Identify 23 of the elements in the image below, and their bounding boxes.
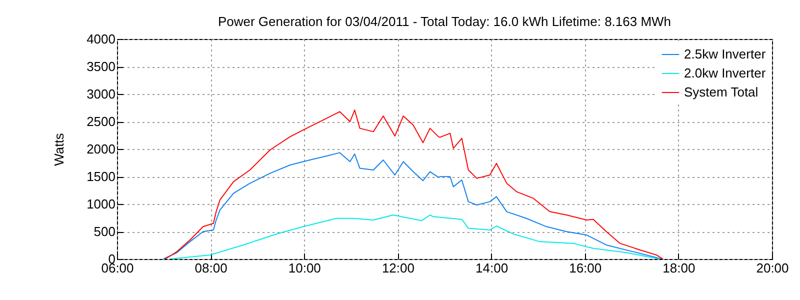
legend-label: 2.5kw Inverter — [684, 46, 766, 62]
legend-label: System Total — [684, 84, 758, 100]
y-tick-label: 1000 — [86, 196, 116, 212]
x-tick-label: 10:00 — [288, 260, 321, 276]
x-tick-label: 18:00 — [662, 260, 696, 276]
x-tick-label: 20:00 — [756, 260, 789, 276]
x-tick-label: 08:00 — [194, 260, 228, 276]
y-axis-title: Watts — [52, 132, 67, 166]
y-tick-label: 2000 — [86, 142, 116, 156]
chart-title: Power Generation for 03/04/2011 - Total Today: 16.0 kWh Lifetime: 8.163 MWh — [218, 14, 672, 29]
y-tick-label: 3000 — [86, 86, 116, 102]
y-tick-label: 4000 — [86, 32, 116, 46]
x-tick-label: 16:00 — [569, 260, 602, 276]
y-tick-label: 1500 — [86, 169, 116, 184]
line-series — [169, 214, 660, 259]
x-tick-label: 12:00 — [382, 260, 414, 276]
y-tick-label: 3500 — [86, 59, 116, 74]
y-tick-label: 500 — [94, 224, 116, 239]
y-tick-label: 2500 — [86, 114, 116, 129]
line-series — [162, 152, 662, 259]
line-series — [164, 110, 664, 259]
legend-label: 2.0kw Inverter — [684, 66, 766, 80]
x-tick-label: 14:00 — [476, 260, 508, 276]
